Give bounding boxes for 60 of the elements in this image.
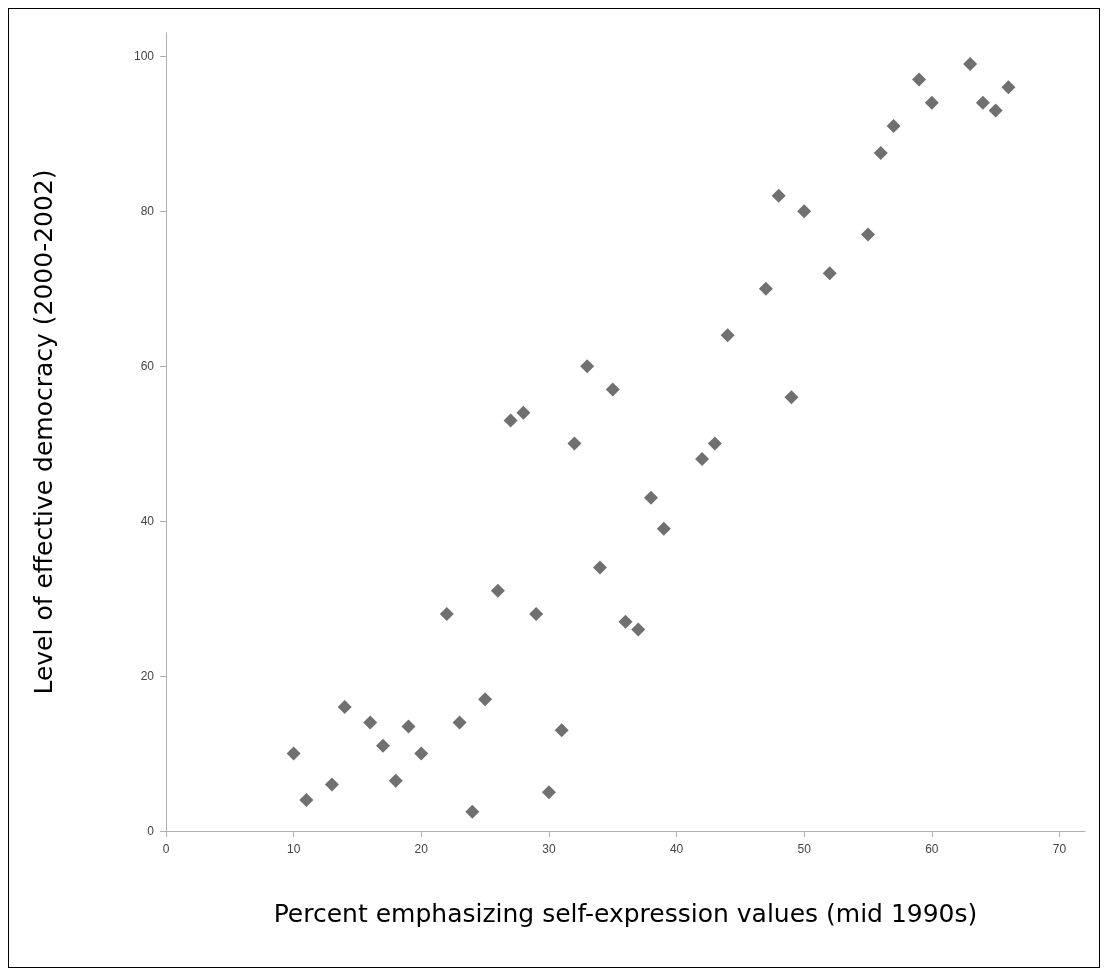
- point: [375, 738, 390, 753]
- point: [299, 793, 314, 808]
- point: [912, 72, 927, 87]
- point: [758, 281, 773, 296]
- point: [644, 490, 659, 505]
- x-tick-label: 40: [669, 842, 684, 856]
- point: [516, 405, 531, 420]
- point: [439, 607, 454, 622]
- point: [861, 227, 876, 242]
- point: [567, 436, 582, 451]
- point: [592, 560, 607, 575]
- point: [924, 95, 939, 110]
- point: [656, 521, 671, 536]
- point: [631, 622, 646, 637]
- y-tick-label: 60: [140, 359, 155, 374]
- point: [337, 700, 352, 715]
- y-tick-label: 40: [140, 514, 155, 529]
- point: [618, 614, 633, 629]
- point: [963, 56, 978, 71]
- point: [363, 715, 378, 730]
- point: [580, 359, 595, 374]
- x-tick-label: 30: [542, 842, 556, 856]
- point: [490, 583, 505, 598]
- point: [541, 785, 556, 800]
- point: [503, 413, 518, 428]
- y-tick-label: 20: [140, 669, 155, 684]
- point: [465, 804, 480, 819]
- point: [324, 777, 339, 792]
- point: [529, 607, 544, 622]
- x-tick-label: 0: [162, 842, 170, 856]
- point: [452, 715, 467, 730]
- x-axis-title: Percent emphasizing self-expression values (mid 1990s): [273, 899, 978, 928]
- point: [1001, 80, 1016, 95]
- point: [695, 452, 710, 467]
- y-tick-label: 0: [147, 824, 155, 838]
- x-tick-label: 60: [925, 842, 939, 856]
- y-tick-label: 80: [140, 204, 155, 219]
- point: [975, 95, 990, 110]
- point: [720, 328, 735, 343]
- x-tick-label: 50: [797, 842, 812, 856]
- point: [554, 723, 569, 738]
- point: [388, 773, 403, 788]
- point: [707, 436, 722, 451]
- x-tick-label: 20: [414, 842, 429, 856]
- point: [401, 719, 416, 734]
- point: [286, 746, 301, 761]
- y-tick-label: 100: [133, 49, 155, 64]
- x-tick-label: 70: [1052, 842, 1067, 856]
- point: [478, 692, 493, 707]
- point: [771, 188, 786, 203]
- point: [797, 204, 812, 219]
- point: [822, 266, 837, 281]
- point: [988, 103, 1003, 118]
- point: [605, 382, 620, 397]
- point: [414, 746, 429, 761]
- point: [784, 390, 799, 405]
- point: [886, 118, 901, 133]
- y-axis-title: Level of effective democracy (2000-2002): [29, 169, 58, 695]
- x-tick-label: 10: [286, 842, 301, 856]
- point: [873, 146, 888, 161]
